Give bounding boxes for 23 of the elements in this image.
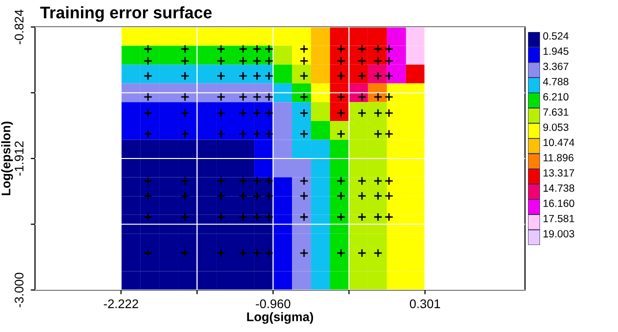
color-bar-label: 11.896 (544, 154, 574, 162)
color-bar-label: 16.160 (544, 200, 574, 208)
x-tick-label: -0.960 (256, 299, 290, 308)
color-bar-label: 7.631 (543, 108, 568, 116)
color-bar-label: 0.524 (543, 32, 569, 40)
x-tick-label: -2.222 (104, 299, 138, 308)
y-axis-title: Log(epsilon) (1, 122, 13, 196)
x-tick-label: 0.301 (410, 299, 440, 308)
chart-title: Training error surface (40, 6, 212, 22)
color-bar-label: 6.210 (543, 93, 568, 101)
color-bar-label: 1.945 (544, 47, 568, 55)
color-bar-label: 3.367 (543, 62, 568, 70)
color-bar-label: 9.053 (543, 124, 568, 131)
color-bar-label: 4.788 (543, 78, 568, 86)
y-tick-label: -0.824 (14, 10, 24, 44)
color-bar-label: 17.581 (544, 214, 574, 222)
color-bar-label: 14.738 (544, 184, 574, 192)
color-bar-label: 13.317 (544, 169, 574, 177)
color-bar-label: 19.003 (544, 230, 574, 238)
x-axis-title: Log(sigma) (247, 312, 314, 324)
y-tick-label: -1.912 (14, 141, 24, 176)
y-tick-label: -3.000 (14, 272, 24, 308)
color-bar-label: 10.474 (544, 138, 574, 146)
